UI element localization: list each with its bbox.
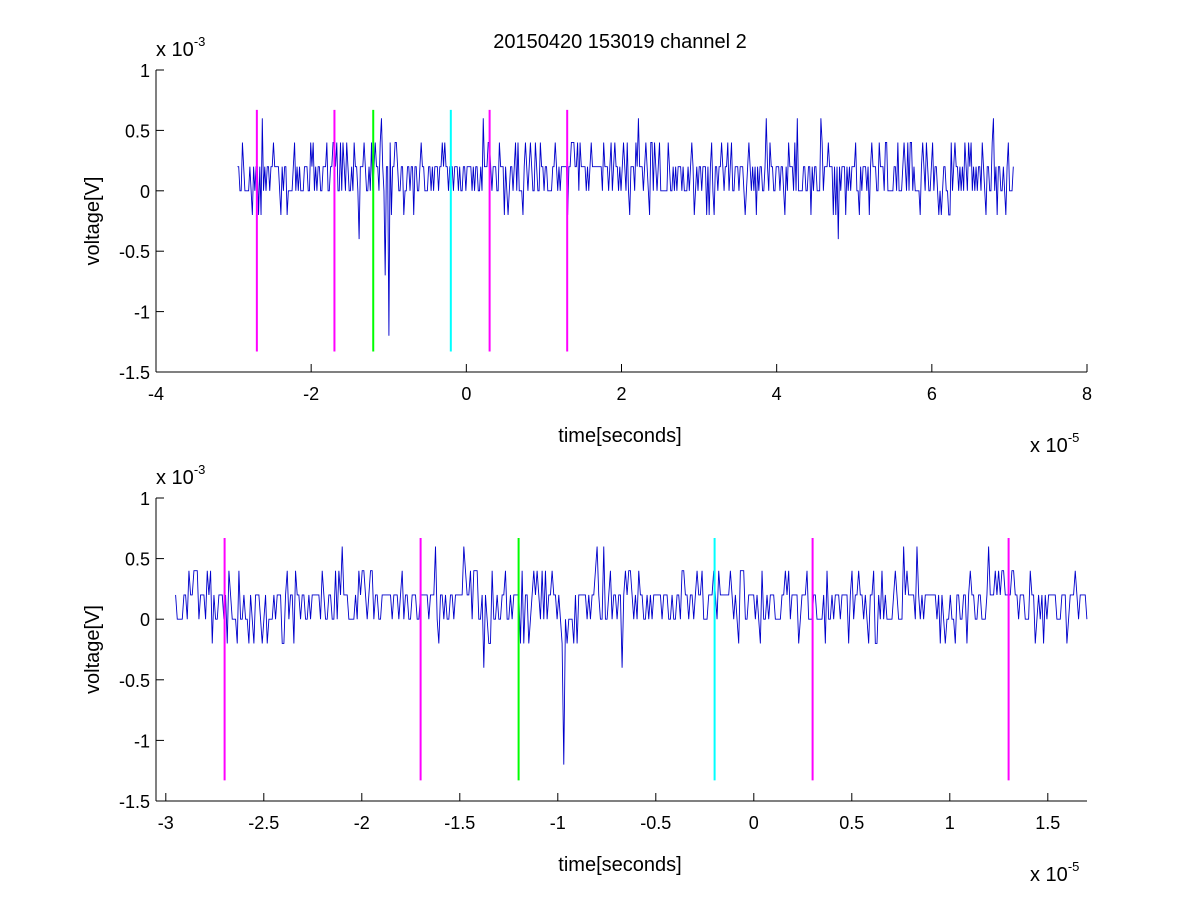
x-tick-label: 4 bbox=[772, 384, 782, 404]
x-axis-label: time[seconds] bbox=[558, 854, 681, 876]
y-tick-label: 1 bbox=[140, 489, 150, 509]
y-tick-label: 0.5 bbox=[125, 550, 150, 570]
y-tick-label: 0.5 bbox=[125, 121, 150, 141]
plot-bottom: -3 -2.5 -2 -1.5 -1 -0.5 0 0.5 1 1.5 -1.5 -1 -0.5 0 0.5… bbox=[82, 462, 1088, 886]
x-exponent-label: x 10-5 bbox=[1030, 430, 1079, 457]
signal-series-line bbox=[237, 118, 1014, 336]
y-tick-label: 0 bbox=[140, 610, 150, 630]
y-tick-label: -1 bbox=[134, 731, 150, 751]
y-tick-label: -0.5 bbox=[119, 242, 150, 262]
figure-title: 20150420 153019 channel 2 bbox=[493, 31, 747, 53]
x-tick-label: 2 bbox=[616, 384, 626, 404]
y-axis-label: voltage[V] bbox=[82, 177, 104, 266]
x-exponent-power: -5 bbox=[1068, 430, 1080, 445]
y-exponent-base: x 10 bbox=[156, 39, 194, 61]
x-tick-label: 6 bbox=[927, 384, 937, 404]
plot-top: -4 -2 0 2 4 6 8 -1.5 -1 -0.5 0 0.5 1 time[seconds] vol… bbox=[82, 34, 1092, 457]
y-exponent-power: -3 bbox=[194, 462, 206, 477]
x-exponent-label: x 10-5 bbox=[1030, 859, 1079, 886]
x-tick-label: 8 bbox=[1082, 384, 1092, 404]
x-exponent-power: -5 bbox=[1068, 859, 1080, 874]
y-tick-label: -1.5 bbox=[119, 792, 150, 812]
y-exponent-label: x 10-3 bbox=[156, 462, 205, 489]
y-axis-label: voltage[V] bbox=[82, 605, 104, 694]
x-tick-label: -3 bbox=[158, 813, 174, 833]
y-exponent-power: -3 bbox=[194, 34, 206, 49]
x-tick-label: -0.5 bbox=[640, 813, 671, 833]
x-tick-label: 0 bbox=[749, 813, 759, 833]
x-tick-label: -4 bbox=[148, 384, 164, 404]
y-exponent-label: x 10-3 bbox=[156, 34, 205, 61]
y-exponent-base: x 10 bbox=[156, 467, 194, 489]
y-tick-label: -1.5 bbox=[119, 363, 150, 383]
y-tick-label: 1 bbox=[140, 61, 150, 81]
x-tick-label: -2.5 bbox=[248, 813, 279, 833]
x-tick-label: -1 bbox=[550, 813, 566, 833]
signal-series-line bbox=[175, 546, 1088, 765]
x-tick-label: 1.5 bbox=[1035, 813, 1060, 833]
y-tick-label: 0 bbox=[140, 182, 150, 202]
x-exponent-base: x 10 bbox=[1030, 435, 1068, 457]
x-tick-label: -1.5 bbox=[444, 813, 475, 833]
x-tick-label: 0.5 bbox=[839, 813, 864, 833]
x-exponent-base: x 10 bbox=[1030, 864, 1068, 886]
x-axis-label: time[seconds] bbox=[558, 425, 681, 447]
y-tick-label: -0.5 bbox=[119, 671, 150, 691]
x-tick-label: -2 bbox=[354, 813, 370, 833]
x-tick-label: 1 bbox=[945, 813, 955, 833]
y-tick-label: -1 bbox=[134, 303, 150, 323]
x-tick-label: -2 bbox=[303, 384, 319, 404]
x-tick-label: 0 bbox=[461, 384, 471, 404]
